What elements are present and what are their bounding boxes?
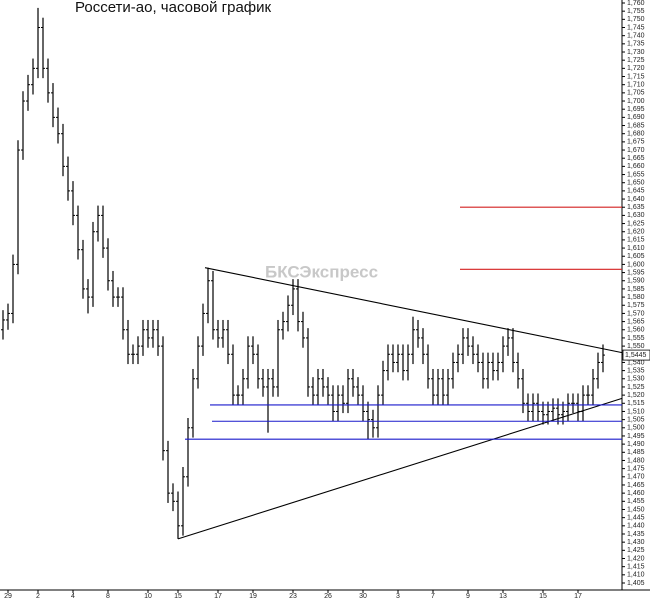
y-tick-label: 1,405 [627, 580, 645, 587]
y-tick-label: 1,620 [627, 229, 645, 236]
y-tick-label: 1,515 [627, 400, 645, 407]
y-tick-label: 1,740 [627, 33, 645, 40]
y-tick-label: 1,640 [627, 196, 645, 203]
y-tick-label: 1,650 [627, 180, 645, 187]
y-tick-label: 1,585 [627, 286, 645, 293]
y-tick-label: 1,420 [627, 555, 645, 562]
y-tick-label: 1,760 [627, 0, 645, 7]
y-tick-label: 1,635 [627, 204, 645, 211]
y-tick-label: 1,510 [627, 408, 645, 415]
y-tick-label: 1,425 [627, 547, 645, 554]
y-tick-label: 1,470 [627, 474, 645, 481]
x-tick-label: 8 [106, 593, 110, 600]
y-tick-label: 1,415 [627, 564, 645, 571]
trend-line [204, 267, 623, 354]
y-tick-label: 1,580 [627, 294, 645, 301]
x-tick-label: 2 [36, 593, 40, 600]
y-tick-label: 1,560 [627, 327, 645, 334]
y-tick-label: 1,705 [627, 90, 645, 97]
y-tick-label: 1,715 [627, 73, 645, 80]
y-tick-label: 1,440 [627, 523, 645, 530]
y-tick-label: 1,460 [627, 490, 645, 497]
x-tick-label: 29 [4, 593, 12, 600]
y-tick-label: 1,725 [627, 57, 645, 64]
y-tick-label: 1,535 [627, 367, 645, 374]
y-tick-label: 1,655 [627, 171, 645, 178]
watermark: БКСЭкспресс [265, 262, 378, 281]
y-tick-label: 1,435 [627, 531, 645, 538]
y-tick-label: 1,735 [627, 41, 645, 48]
y-tick-label: 1,600 [627, 261, 645, 268]
y-tick-label: 1,630 [627, 212, 645, 219]
y-tick-label: 1,645 [627, 188, 645, 195]
y-tick-label: 1,500 [627, 425, 645, 432]
last-price-label: 1,5445 [625, 352, 647, 359]
y-tick-label: 1,495 [627, 433, 645, 440]
last-price-box [622, 349, 650, 361]
y-tick-label: 1,675 [627, 139, 645, 146]
y-tick-label: 1,480 [627, 457, 645, 464]
y-tick-label: 1,590 [627, 278, 645, 285]
x-tick-label: 13 [499, 593, 507, 600]
y-tick-label: 1,665 [627, 155, 645, 162]
y-tick-label: 1,685 [627, 122, 645, 129]
y-tick-label: 1,755 [627, 8, 645, 15]
y-tick-label: 1,525 [627, 384, 645, 391]
y-tick-label: 1,605 [627, 253, 645, 260]
y-tick-label: 1,455 [627, 498, 645, 505]
y-tick-label: 1,660 [627, 163, 645, 170]
x-tick-label: 4 [71, 593, 75, 600]
y-tick-label: 1,575 [627, 302, 645, 309]
y-tick-label: 1,700 [627, 98, 645, 105]
x-tick-label: 30 [359, 593, 367, 600]
x-tick-label: 10 [144, 593, 152, 600]
chart-title: Россети-ао, часовой график [75, 0, 272, 16]
y-tick-label: 1,505 [627, 416, 645, 423]
y-tick-label: 1,625 [627, 220, 645, 227]
y-tick-label: 1,450 [627, 506, 645, 513]
x-tick-label: 15 [539, 593, 547, 600]
y-tick-label: 1,520 [627, 392, 645, 399]
y-tick-label: 1,720 [627, 65, 645, 72]
x-tick-label: 17 [214, 593, 222, 600]
y-tick-label: 1,540 [627, 359, 645, 366]
y-tick-label: 1,680 [627, 131, 645, 138]
x-tick-label: 9 [466, 593, 470, 600]
y-tick-label: 1,430 [627, 539, 645, 546]
y-tick-label: 1,690 [627, 114, 645, 121]
x-tick-label: 19 [249, 593, 257, 600]
y-tick-label: 1,710 [627, 82, 645, 89]
x-tick-label: 26 [324, 593, 332, 600]
y-tick-label: 1,750 [627, 16, 645, 23]
y-tick-label: 1,745 [627, 24, 645, 31]
x-tick-label: 23 [289, 593, 297, 600]
y-tick-label: 1,610 [627, 245, 645, 252]
y-tick-label: 1,550 [627, 343, 645, 350]
y-tick-label: 1,565 [627, 318, 645, 325]
y-tick-label: 1,555 [627, 335, 645, 342]
x-tick-label: 3 [396, 593, 400, 600]
y-tick-label: 1,445 [627, 514, 645, 521]
y-tick-label: 1,475 [627, 465, 645, 472]
y-tick-label: 1,410 [627, 572, 645, 579]
y-tick-label: 1,670 [627, 147, 645, 154]
y-tick-label: 1,730 [627, 49, 645, 56]
x-tick-label: 15 [174, 593, 182, 600]
x-tick-label: 17 [574, 593, 582, 600]
y-tick-label: 1,615 [627, 237, 645, 244]
x-tick-label: 7 [431, 593, 435, 600]
y-tick-label: 1,530 [627, 376, 645, 383]
y-tick-label: 1,595 [627, 269, 645, 276]
y-tick-label: 1,485 [627, 449, 645, 456]
y-tick-label: 1,490 [627, 441, 645, 448]
y-tick-label: 1,465 [627, 482, 645, 489]
y-tick-label: 1,570 [627, 310, 645, 317]
y-tick-label: 1,695 [627, 106, 645, 113]
